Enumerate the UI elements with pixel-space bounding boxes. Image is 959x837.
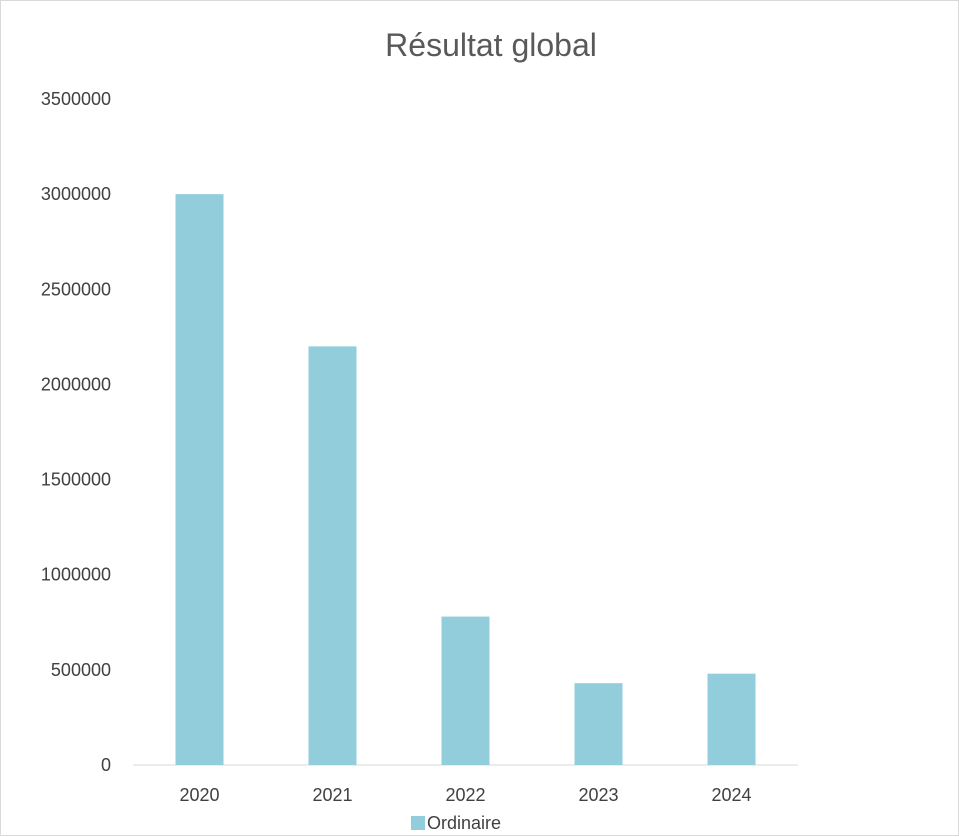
y-tick-label: 0 bbox=[101, 755, 111, 775]
x-tick-label: 2024 bbox=[711, 785, 751, 805]
x-tick-label: 2021 bbox=[312, 785, 352, 805]
legend-swatch bbox=[411, 816, 425, 830]
x-tick-label: 2022 bbox=[445, 785, 485, 805]
y-tick-label: 1000000 bbox=[41, 565, 111, 585]
x-axis-ticks: 2020 2021 2022 2023 2024 bbox=[179, 785, 751, 805]
y-tick-label: 3500000 bbox=[41, 89, 111, 109]
bar-2023 bbox=[574, 683, 623, 765]
bar-2021 bbox=[308, 346, 357, 765]
y-tick-label: 1500000 bbox=[41, 470, 111, 490]
chart-title: Résultat global bbox=[385, 27, 597, 63]
bar-2022 bbox=[441, 616, 490, 765]
y-tick-label: 3000000 bbox=[41, 184, 111, 204]
bar-series bbox=[175, 194, 756, 766]
legend-label: Ordinaire bbox=[427, 812, 502, 833]
bar-2020 bbox=[175, 194, 224, 766]
y-tick-label: 2500000 bbox=[41, 279, 111, 299]
y-tick-label: 2000000 bbox=[41, 374, 111, 394]
legend: Ordinaire bbox=[411, 811, 501, 835]
bar-2024 bbox=[707, 673, 756, 765]
y-tick-label: 500000 bbox=[51, 660, 111, 680]
x-tick-label: 2020 bbox=[179, 785, 219, 805]
y-axis-ticks: 0 500000 1000000 1500000 2000000 2500000 30000… bbox=[41, 89, 111, 775]
x-tick-label: 2023 bbox=[578, 785, 618, 805]
